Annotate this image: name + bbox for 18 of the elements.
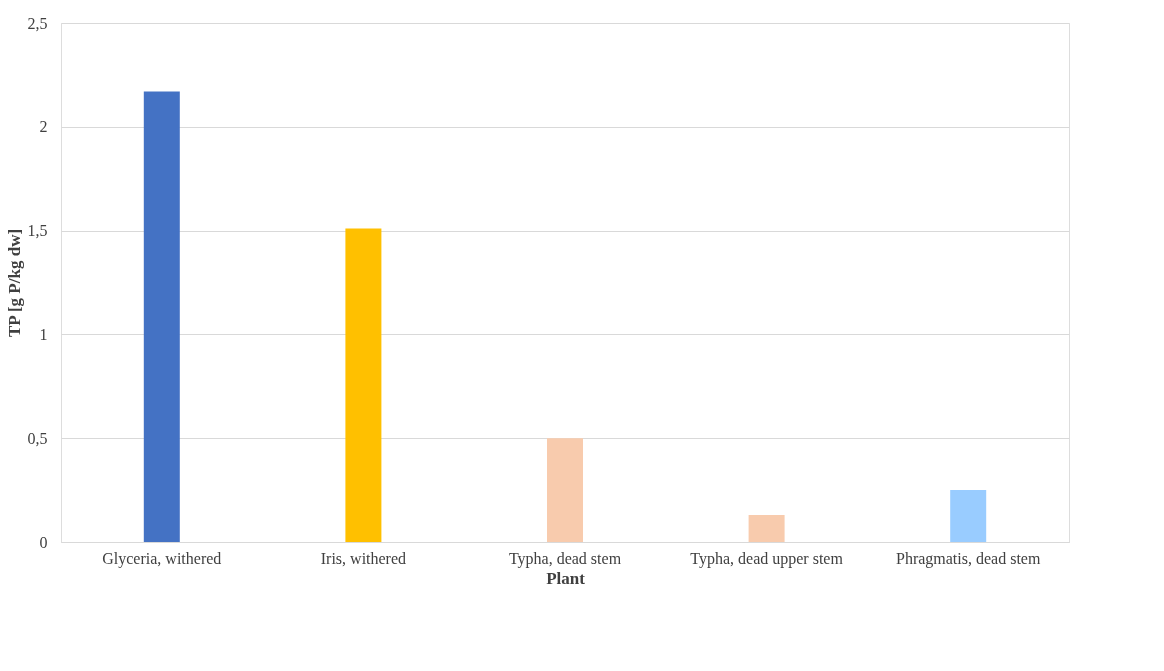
- x-tick-label: Iris, withered: [320, 549, 407, 567]
- y-tick-label: 1: [39, 325, 48, 343]
- y-tick-label: 1,5: [27, 222, 48, 240]
- y-axis-title: TP [g P/kg dw]: [4, 228, 24, 338]
- y-tick-label: 2: [39, 118, 48, 136]
- y-tick-label: 2,5: [27, 14, 48, 32]
- x-tick-label: Glyceria, withered: [102, 549, 222, 568]
- bar: [950, 490, 987, 542]
- y-tick-label: 0: [39, 533, 48, 551]
- bar: [345, 228, 382, 542]
- y-tick-label: 0,5: [27, 429, 48, 447]
- x-tick-label: Typha, dead upper stem: [690, 549, 844, 568]
- bar: [748, 515, 785, 542]
- bar: [143, 91, 180, 542]
- x-tick-label: Typha, dead stem: [508, 549, 622, 568]
- bar: [547, 438, 583, 542]
- x-axis-title: Plant: [546, 568, 586, 588]
- x-tick-label: Phragmatis, dead stem: [895, 549, 1041, 568]
